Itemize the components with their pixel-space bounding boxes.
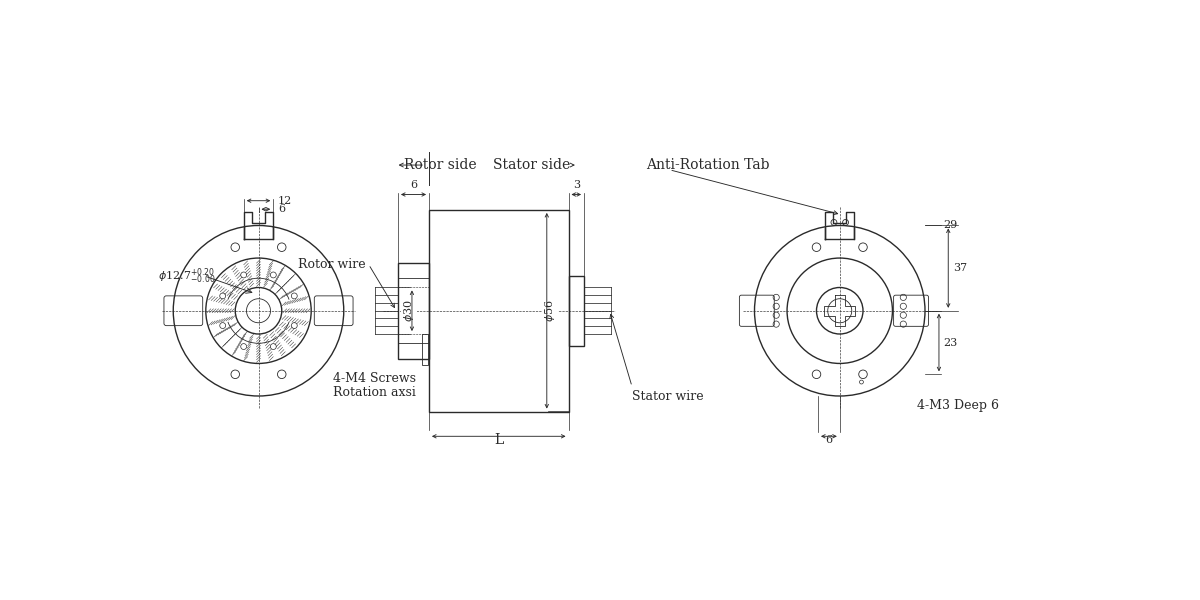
Text: Rotation axsi: Rotation axsi	[334, 386, 416, 400]
Text: 37: 37	[953, 263, 967, 273]
Text: 3: 3	[572, 180, 580, 190]
Text: 12: 12	[278, 196, 292, 206]
Bar	[422, 334, 428, 365]
Text: Stator side: Stator side	[493, 158, 570, 172]
Text: $\phi$56: $\phi$56	[542, 299, 557, 322]
Bar	[430, 210, 569, 412]
Text: 6: 6	[826, 435, 833, 445]
Text: 4-M3 Deep 6: 4-M3 Deep 6	[917, 399, 1000, 412]
Text: Rotor wire: Rotor wire	[298, 258, 366, 271]
Text: $\phi$30: $\phi$30	[402, 299, 416, 322]
Text: 6: 6	[278, 204, 286, 214]
Bar	[569, 276, 584, 346]
Text: L: L	[494, 433, 503, 447]
Text: 4-M4 Screws: 4-M4 Screws	[334, 373, 416, 385]
Text: $\phi$12.7$^{+0.20}_{-0.00}$: $\phi$12.7$^{+0.20}_{-0.00}$	[157, 266, 215, 286]
Text: Anti-Rotation Tab: Anti-Rotation Tab	[647, 158, 769, 172]
Text: 6: 6	[410, 180, 418, 190]
Bar	[398, 263, 430, 359]
Text: Rotor side: Rotor side	[404, 158, 476, 172]
Text: Stator wire: Stator wire	[632, 389, 703, 403]
Text: 29: 29	[943, 220, 958, 230]
Text: 23: 23	[943, 338, 958, 347]
